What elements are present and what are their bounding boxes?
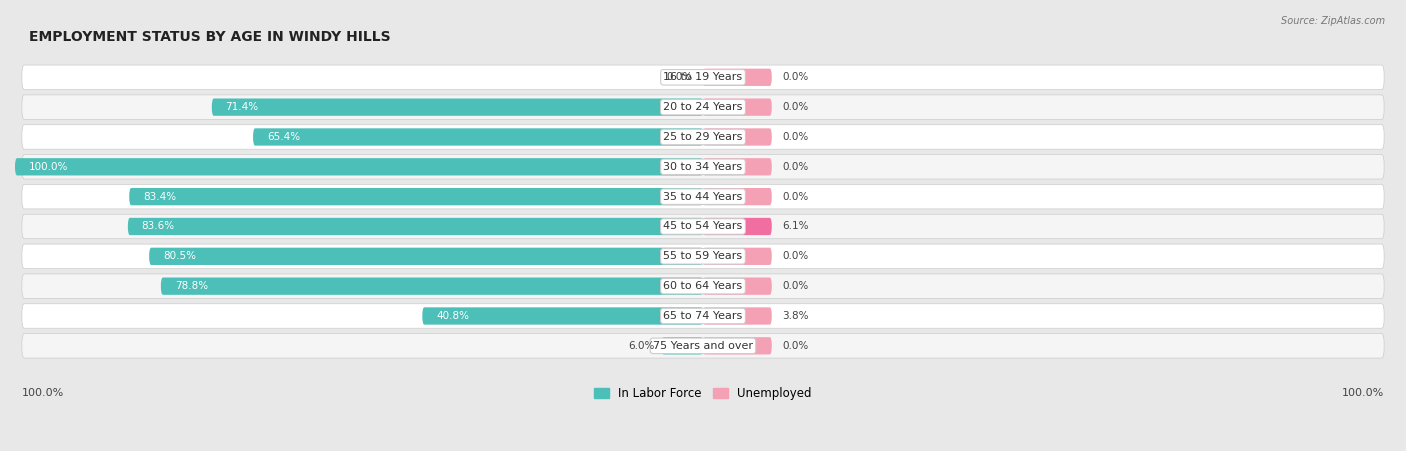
Text: 30 to 34 Years: 30 to 34 Years: [664, 162, 742, 172]
FancyBboxPatch shape: [129, 188, 703, 205]
FancyBboxPatch shape: [22, 184, 1384, 209]
Text: 0.0%: 0.0%: [782, 192, 808, 202]
FancyBboxPatch shape: [703, 248, 772, 265]
FancyBboxPatch shape: [22, 125, 1384, 149]
Text: 100.0%: 100.0%: [22, 388, 65, 399]
Text: Source: ZipAtlas.com: Source: ZipAtlas.com: [1281, 16, 1385, 26]
FancyBboxPatch shape: [22, 155, 1384, 179]
FancyBboxPatch shape: [703, 129, 772, 146]
Text: 20 to 24 Years: 20 to 24 Years: [664, 102, 742, 112]
FancyBboxPatch shape: [22, 274, 1384, 299]
FancyBboxPatch shape: [22, 95, 1384, 120]
Text: 25 to 29 Years: 25 to 29 Years: [664, 132, 742, 142]
Text: 83.6%: 83.6%: [142, 221, 174, 231]
Text: 35 to 44 Years: 35 to 44 Years: [664, 192, 742, 202]
FancyBboxPatch shape: [22, 304, 1384, 328]
FancyBboxPatch shape: [253, 129, 703, 146]
Text: 0.0%: 0.0%: [782, 341, 808, 351]
Text: 0.0%: 0.0%: [782, 72, 808, 82]
Text: 0.0%: 0.0%: [782, 162, 808, 172]
Text: 80.5%: 80.5%: [163, 251, 195, 261]
Legend: In Labor Force, Unemployed: In Labor Force, Unemployed: [589, 382, 817, 405]
FancyBboxPatch shape: [662, 337, 703, 354]
Text: 65 to 74 Years: 65 to 74 Years: [664, 311, 742, 321]
FancyBboxPatch shape: [703, 277, 772, 295]
Text: 0.0%: 0.0%: [666, 72, 693, 82]
FancyBboxPatch shape: [160, 277, 703, 295]
Text: 0.0%: 0.0%: [782, 132, 808, 142]
FancyBboxPatch shape: [128, 218, 703, 235]
Text: 40.8%: 40.8%: [436, 311, 470, 321]
FancyBboxPatch shape: [212, 98, 703, 116]
Text: 0.0%: 0.0%: [782, 251, 808, 261]
FancyBboxPatch shape: [22, 334, 1384, 358]
FancyBboxPatch shape: [22, 244, 1384, 268]
Text: 65.4%: 65.4%: [267, 132, 299, 142]
Text: 75 Years and over: 75 Years and over: [652, 341, 754, 351]
FancyBboxPatch shape: [703, 218, 772, 235]
FancyBboxPatch shape: [149, 248, 703, 265]
FancyBboxPatch shape: [703, 307, 772, 325]
FancyBboxPatch shape: [22, 214, 1384, 239]
Text: 3.8%: 3.8%: [782, 311, 808, 321]
Text: 100.0%: 100.0%: [28, 162, 67, 172]
FancyBboxPatch shape: [22, 65, 1384, 90]
Text: 6.0%: 6.0%: [628, 341, 655, 351]
FancyBboxPatch shape: [703, 158, 772, 175]
FancyBboxPatch shape: [422, 307, 703, 325]
Text: 78.8%: 78.8%: [174, 281, 208, 291]
Text: 0.0%: 0.0%: [782, 281, 808, 291]
Text: 6.1%: 6.1%: [782, 221, 808, 231]
FancyBboxPatch shape: [15, 158, 703, 175]
Text: 83.4%: 83.4%: [143, 192, 176, 202]
Text: 45 to 54 Years: 45 to 54 Years: [664, 221, 742, 231]
Text: 55 to 59 Years: 55 to 59 Years: [664, 251, 742, 261]
Text: 60 to 64 Years: 60 to 64 Years: [664, 281, 742, 291]
FancyBboxPatch shape: [703, 98, 772, 116]
Text: 71.4%: 71.4%: [225, 102, 259, 112]
FancyBboxPatch shape: [703, 69, 772, 86]
FancyBboxPatch shape: [703, 188, 772, 205]
FancyBboxPatch shape: [703, 337, 772, 354]
Text: 0.0%: 0.0%: [782, 102, 808, 112]
Text: EMPLOYMENT STATUS BY AGE IN WINDY HILLS: EMPLOYMENT STATUS BY AGE IN WINDY HILLS: [28, 30, 391, 44]
Text: 16 to 19 Years: 16 to 19 Years: [664, 72, 742, 82]
Text: 100.0%: 100.0%: [1341, 388, 1384, 399]
